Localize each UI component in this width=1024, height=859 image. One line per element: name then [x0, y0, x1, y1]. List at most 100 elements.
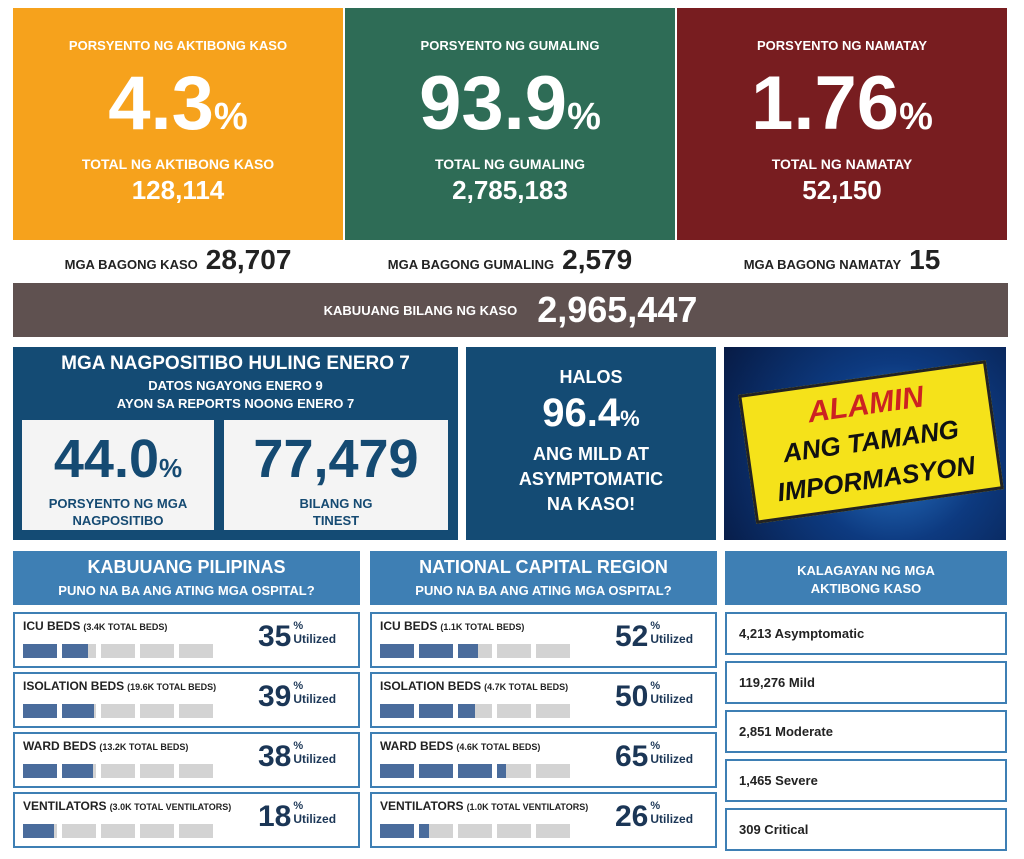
bed-row: ICU BEDS (1.1K TOTAL BEDS) 52% Utilized: [370, 612, 717, 668]
bed-percent: 18% Utilized: [258, 800, 336, 834]
mild-value: 96.4: [542, 391, 621, 435]
positivity-rate-box: 44.0% PORSYENTO NG MGA NAGPOSITIBO: [22, 420, 214, 530]
stat-label: PORSYENTO NG AKTIBONG KASO: [68, 38, 288, 53]
positivity-rate-label: NAGPOSITIBO: [72, 513, 164, 528]
bed-name: WARD BEDS: [23, 739, 97, 753]
bed-note: (13.2K TOTAL BEDS): [99, 742, 189, 752]
banner-panel: ALAMIN ANG TAMANG IMPORMASYON: [738, 360, 1004, 524]
stat-total-label: TOTAL NG AKTIBONG KASO: [81, 156, 275, 172]
status-title: AKTIBONG KASO: [810, 581, 922, 596]
banner: ALAMIN ANG TAMANG IMPORMASYON: [724, 347, 1006, 540]
bed-percent-side: % Utilized: [650, 620, 693, 646]
bed-icon: [179, 644, 213, 658]
bed-icon: [62, 764, 96, 778]
bed-icon-fill: [23, 824, 54, 838]
bed-icons: [380, 700, 580, 720]
positivity-rate-label: PORSYENTO NG MGA: [48, 496, 188, 511]
stat-total-label: TOTAL NG GUMALING: [434, 156, 586, 172]
bed-row: ISOLATION BEDS (19.6K TOTAL BEDS) 39% Utili…: [13, 672, 360, 728]
bed-icon: [458, 644, 492, 658]
bed-icon: [23, 824, 57, 838]
tested-label: BILANG NG: [299, 496, 373, 511]
bed-percent-value: 39: [258, 680, 292, 713]
bed-icon: [497, 764, 531, 778]
bed-percent-side: % Utilized: [293, 620, 336, 646]
bed-label: VENTILATORS (3.0K TOTAL VENTILATORS): [23, 797, 231, 815]
bed-percent: 39% Utilized: [258, 680, 336, 714]
bed-icon: [140, 764, 174, 778]
status-item: 309 Critical: [725, 808, 1007, 851]
bed-icon-fill: [380, 704, 414, 718]
bed-percent-side: % Utilized: [650, 740, 693, 766]
bed-percent-unit: %: [293, 680, 304, 692]
hospital-header: NATIONAL CAPITAL REGION PUNO NA BA ANG AT…: [370, 551, 717, 605]
bed-utilized: Utilized: [293, 752, 337, 766]
bed-icon: [458, 764, 492, 778]
bed-percent-unit: %: [293, 620, 304, 632]
bed-icon: [458, 704, 492, 718]
bed-icons: [380, 820, 580, 840]
bed-icon: [62, 644, 96, 658]
tested-box: 77,479 BILANG NG TINEST: [224, 420, 448, 530]
bed-utilized: Utilized: [650, 632, 694, 646]
stat-total-label: TOTAL NG NAMATAY: [771, 156, 913, 172]
bed-row: ICU BEDS (3.4K TOTAL BEDS) 35% Utilized: [13, 612, 360, 668]
bed-utilized: Utilized: [650, 692, 694, 706]
bed-icon: [497, 644, 531, 658]
new-case-value: 2,579: [562, 244, 633, 275]
bed-icons: [23, 820, 223, 840]
bed-name: VENTILATORS: [23, 799, 107, 813]
bed-utilized: Utilized: [293, 632, 337, 646]
bed-label: VENTILATORS (1.0K TOTAL VENTILATORS): [380, 797, 588, 815]
bed-icon: [380, 824, 414, 838]
mild-box: HALOS 96.4% ANG MILD AT ASYMPTOMATIC NA KASO…: [466, 347, 716, 540]
bed-name: WARD BEDS: [380, 739, 454, 753]
bed-icons: [23, 760, 223, 780]
bed-note: (1.0K TOTAL VENTILATORS): [466, 802, 589, 812]
stat-total: 128,114: [131, 175, 225, 205]
bed-icon-fill: [419, 644, 453, 658]
bed-icon: [101, 704, 135, 718]
stat-percent: 4.3: [108, 61, 214, 146]
stat-label: PORSYENTO NG GUMALING: [420, 38, 600, 53]
bed-icon: [536, 824, 570, 838]
bed-note: (19.6K TOTAL BEDS): [127, 682, 217, 692]
bed-percent: 50% Utilized: [615, 680, 693, 714]
bed-icons: [23, 700, 223, 720]
bed-row: WARD BEDS (4.6K TOTAL BEDS) 65% Utilized: [370, 732, 717, 788]
bed-icon: [536, 704, 570, 718]
bed-icon-fill: [419, 764, 453, 778]
bed-icon: [419, 644, 453, 658]
bed-icons: [380, 760, 580, 780]
bed-icon: [23, 644, 57, 658]
positivity-rate: 44.0: [53, 429, 159, 489]
bed-utilized: Utilized: [650, 812, 694, 826]
status-text: 4,213 Asymptomatic: [739, 626, 865, 641]
stat-box: PORSYENTO NG GUMALING 93.9% TOTAL NG GUMAL…: [345, 8, 675, 240]
bed-note: (4.7K TOTAL BEDS): [484, 682, 569, 692]
bed-note: (4.6K TOTAL BEDS): [456, 742, 541, 752]
stat-label: PORSYENTO NG NAMATAY: [757, 38, 927, 53]
stat-unit: %: [213, 96, 248, 138]
bed-icon-fill: [419, 704, 453, 718]
positivity-title: MGA NAGPOSITIBO HULING ENERO 7: [61, 353, 410, 374]
mild-text: HALOS: [559, 367, 623, 387]
bed-icon: [179, 704, 213, 718]
bed-icon-fill: [62, 764, 93, 778]
bed-icon: [179, 824, 213, 838]
bed-icon: [497, 704, 531, 718]
bed-icon: [62, 704, 96, 718]
bed-label: ICU BEDS (1.1K TOTAL BEDS): [380, 617, 524, 635]
new-case: MGA BAGONG NAMATAY 15: [677, 244, 1007, 280]
bed-row: ISOLATION BEDS (4.7K TOTAL BEDS) 50% Utiliz…: [370, 672, 717, 728]
stat-percent-line: 1.76%: [677, 60, 1007, 147]
bed-icon: [140, 644, 174, 658]
bed-percent-value: 35: [258, 620, 292, 653]
bed-percent-value: 50: [615, 680, 649, 713]
bed-label: ICU BEDS (3.4K TOTAL BEDS): [23, 617, 167, 635]
bed-icons: [380, 640, 580, 660]
bed-icon: [380, 704, 414, 718]
new-case: MGA BAGONG KASO 28,707: [13, 244, 343, 280]
bed-percent-unit: %: [650, 740, 661, 752]
